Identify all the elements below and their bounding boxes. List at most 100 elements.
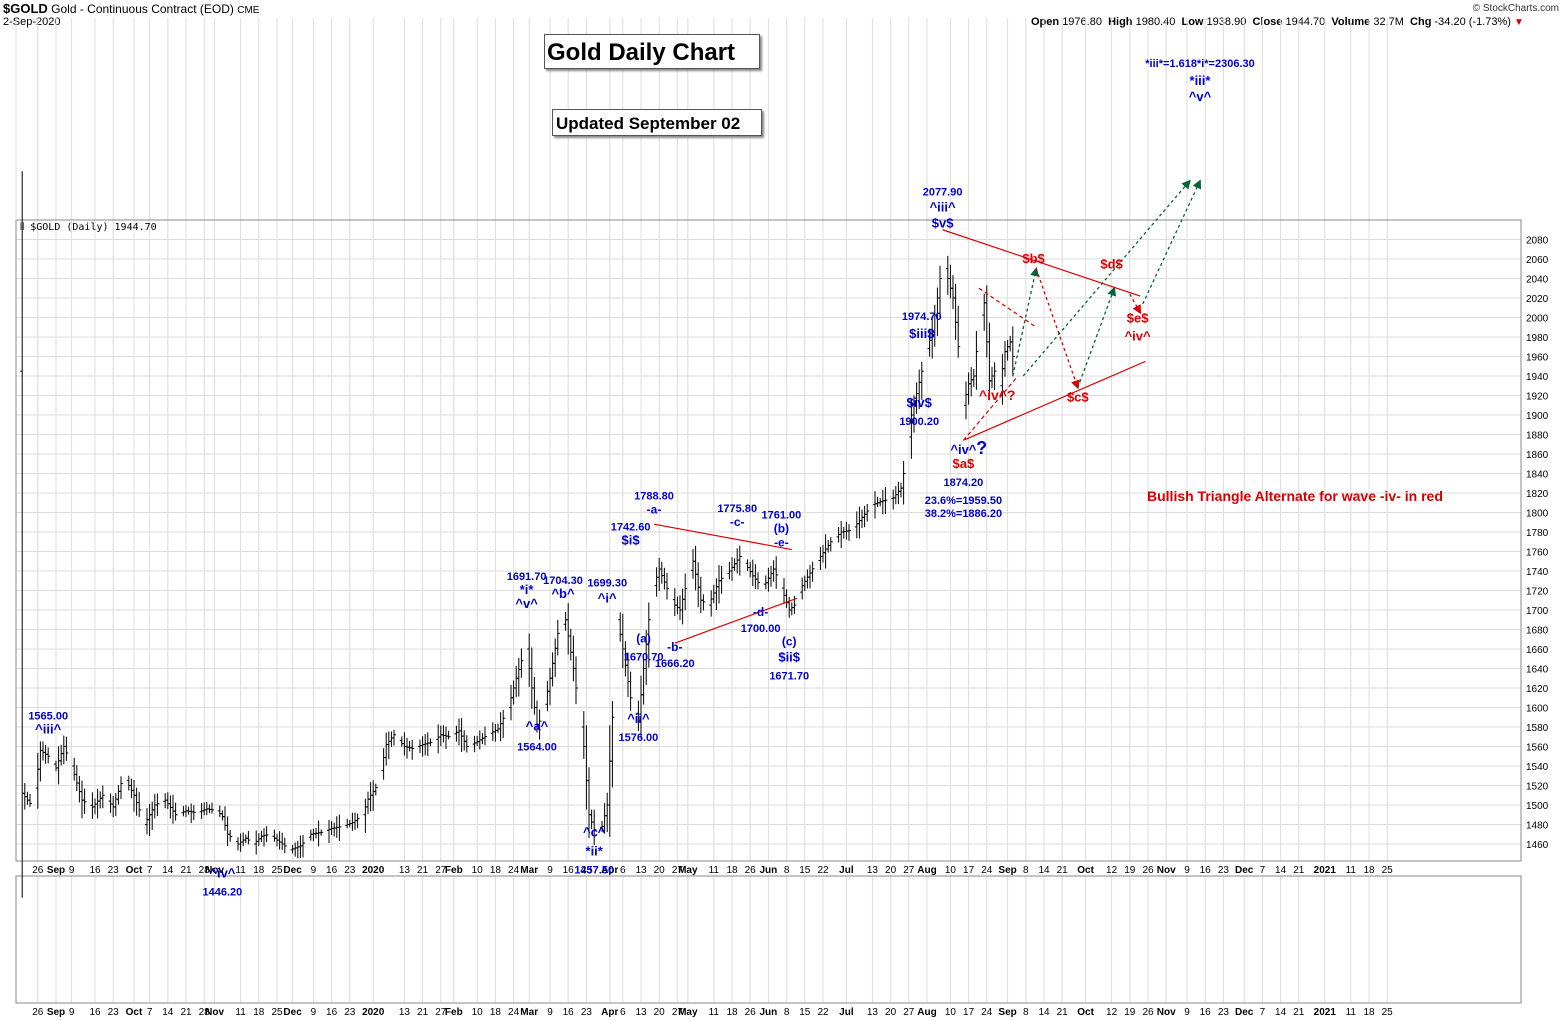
ohlc-bar — [821, 544, 825, 563]
x-tick-label: 15 — [799, 1007, 811, 1018]
wave-label: 1874.20 — [944, 477, 984, 489]
x-tick-label: 25 — [1382, 1007, 1394, 1018]
ohlc-bar — [399, 736, 404, 747]
ohlc-bar — [501, 709, 506, 739]
ohlc-bar — [90, 792, 95, 819]
x-tick-label: 14 — [1275, 865, 1287, 876]
x-tick-label: 9 — [547, 865, 553, 876]
forecast-arrow — [1077, 286, 1116, 388]
ohlc-bar — [527, 633, 532, 687]
ohlc-bar — [228, 829, 233, 842]
ohlc-bar — [475, 735, 480, 747]
ohlc-bar — [696, 562, 701, 608]
ohlc-bar — [61, 735, 66, 765]
ohlc-bar — [80, 780, 84, 819]
wave-label: 1565.00 — [28, 711, 68, 723]
y-tick-label: 2020 — [1526, 294, 1549, 305]
ohlc-bar — [808, 565, 812, 589]
x-tick-label: 26 — [32, 865, 44, 876]
ohlc-bars — [20, 171, 1015, 898]
ohlc-bar — [355, 813, 360, 828]
x-tick-label: 10 — [472, 865, 484, 876]
ohlc-bar — [675, 596, 680, 615]
legend-text: $GOLD (Daily) 1944.70 — [30, 222, 157, 233]
ohlc-bar — [774, 556, 779, 589]
trendline — [978, 287, 1037, 328]
ohlc-bar — [691, 549, 695, 579]
wave-label: ^ii^ — [627, 711, 650, 726]
x-tick-label: 27 — [903, 865, 915, 876]
ohlc-bar — [363, 798, 368, 833]
ohlc-bar — [610, 701, 615, 788]
x-tick-label: 12 — [1106, 865, 1118, 876]
wave-label: 1457.50 — [574, 864, 614, 876]
ohlc-bar — [511, 680, 516, 705]
low-value: 1938.90 — [1206, 16, 1247, 28]
wave-label: (b) — [774, 522, 789, 536]
ohlc-bar — [225, 816, 230, 847]
ohlc-bar — [72, 757, 77, 781]
ohlc-bar — [295, 840, 300, 859]
ohlc-bar — [654, 567, 659, 597]
ohlc-bar — [454, 725, 459, 742]
ohlc-bar — [964, 381, 968, 420]
ohlc-bar — [548, 667, 552, 706]
wave-label: -e- — [774, 536, 789, 550]
x-tick-label: 12 — [1106, 1007, 1118, 1018]
ohlc-bar — [563, 611, 568, 631]
x-tick-label: 6 — [620, 1007, 626, 1018]
ohlc-bar — [899, 482, 903, 498]
x-tick-label: 24 — [981, 1007, 993, 1018]
x-tick-label: Dec — [1235, 1007, 1254, 1018]
ohlc-bar — [132, 779, 136, 812]
ohlc-bar — [93, 798, 97, 815]
x-tick-label: Apr — [601, 865, 618, 876]
ohlc-bar — [537, 709, 542, 740]
x-tick-label: 28 — [199, 865, 211, 876]
x-tick-label: Nov — [1157, 865, 1176, 876]
x-tick-label: 28 — [199, 1007, 211, 1018]
y-tick-label: 1960 — [1526, 353, 1549, 364]
wave-label: 1974.70 — [902, 311, 942, 323]
ohlc-bar — [264, 826, 269, 842]
x-tick-label: 27 — [903, 1007, 915, 1018]
y-tick-label: 1520 — [1526, 782, 1549, 793]
x-tick-label: Apr — [601, 1007, 618, 1018]
ohlc-bar — [509, 684, 513, 721]
x-tick-label: 21 — [1057, 1007, 1069, 1018]
x-tick-label: 22 — [817, 865, 829, 876]
x-tick-label: 16 — [1200, 1007, 1212, 1018]
x-tick-label: 2020 — [362, 865, 385, 876]
x-tick-label: 23 — [1218, 1007, 1230, 1018]
x-tick-label: 9 — [69, 1007, 75, 1018]
ohlc-bar — [646, 602, 651, 668]
trendline — [942, 229, 1141, 297]
y-tick-label: 1600 — [1526, 704, 1549, 715]
ohlc-bar — [574, 656, 578, 705]
ohlc-bar — [368, 782, 373, 812]
wave-annotations: 1565.00^iii^^iv^1446.201691.70*i*^v^^a^1… — [28, 58, 1254, 898]
wave-label: $c$ — [1067, 390, 1089, 405]
y-tick-label: 1820 — [1526, 489, 1549, 500]
ohlc-bar — [948, 264, 953, 299]
x-tick-label: 23 — [344, 865, 356, 876]
x-tick-label: 9 — [69, 865, 75, 876]
ohlc-bar — [735, 548, 740, 574]
ohlc-bar — [64, 736, 69, 761]
ohlc-bar — [657, 557, 662, 592]
x-tick-label: 15 — [799, 865, 811, 876]
x-tick-label: 21 — [417, 865, 429, 876]
volume-value: 32.7M — [1373, 16, 1404, 28]
x-tick-label: 18 — [490, 1007, 502, 1018]
y-tick-label: 1460 — [1526, 840, 1549, 851]
ohlc-bar — [191, 805, 196, 821]
x-tick-label: 18 — [726, 865, 738, 876]
wave-label: $v$ — [932, 216, 954, 231]
ohlc-bar — [163, 793, 168, 809]
ohlc-bar — [680, 588, 685, 625]
x-tick-label: Jun — [760, 865, 778, 876]
down-triangle-icon: ▼ — [1514, 17, 1524, 28]
x-tick-label: 23 — [1218, 865, 1230, 876]
legend-bar-icon: ⫴ — [20, 222, 25, 233]
